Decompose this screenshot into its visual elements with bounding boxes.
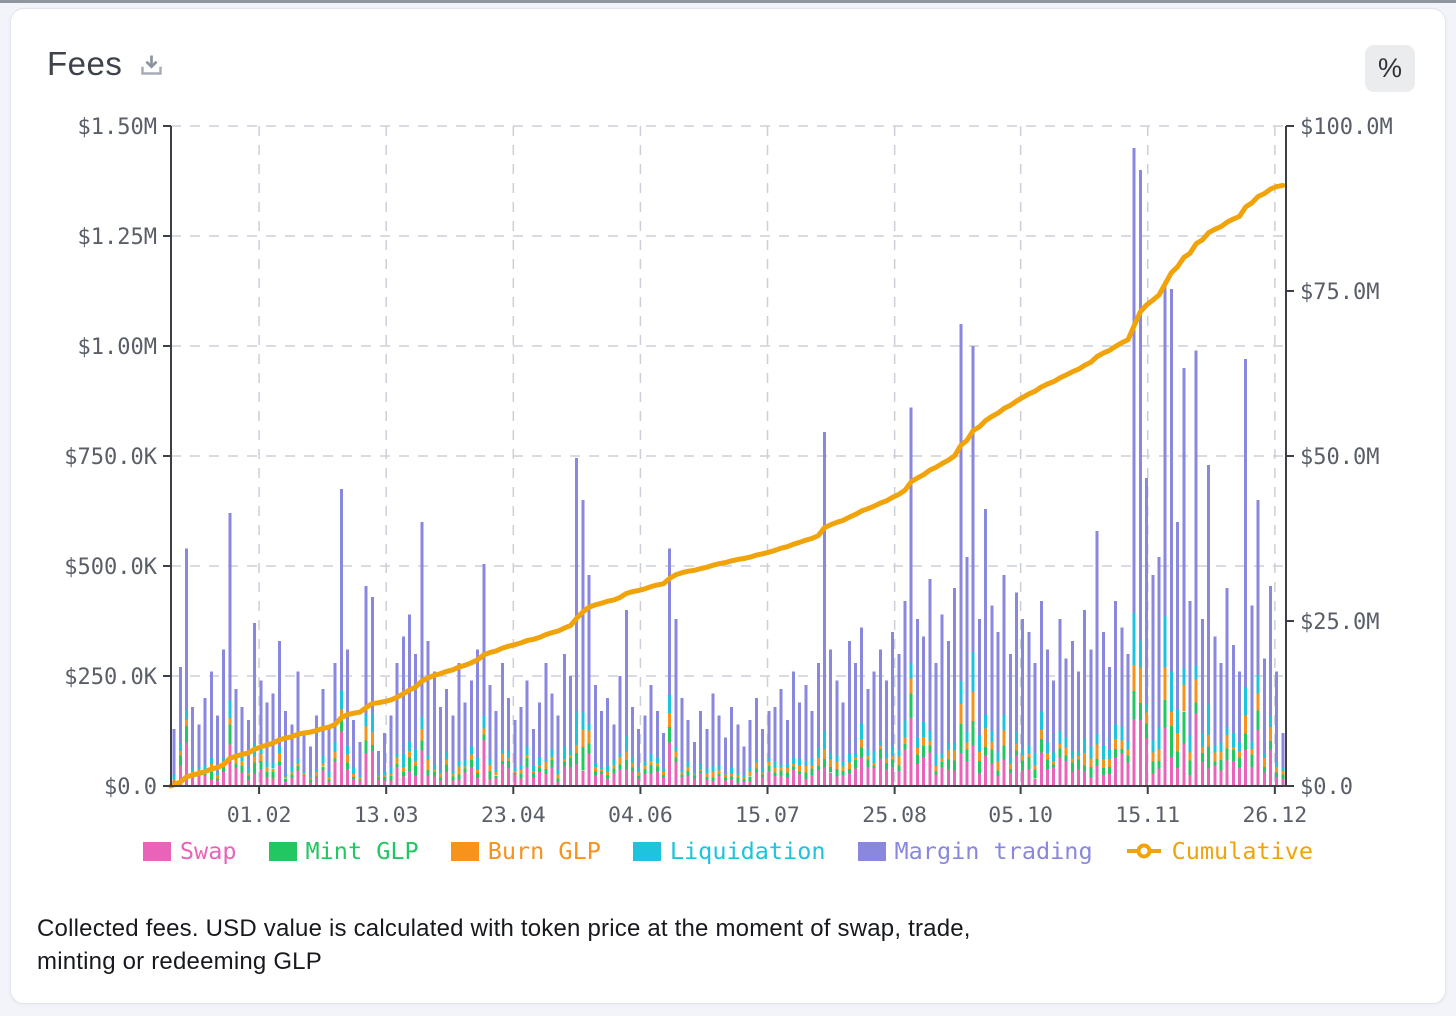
svg-text:$750.0K: $750.0K <box>64 445 157 470</box>
mint-swatch-icon <box>268 841 297 861</box>
svg-text:$1.00M: $1.00M <box>78 335 157 360</box>
svg-text:$1.50M: $1.50M <box>78 115 157 140</box>
page-title: Fees <box>47 45 123 82</box>
legend-label-cumulative: Cumulative <box>1171 837 1314 865</box>
download-csv-button[interactable] <box>138 51 165 78</box>
download-icon <box>141 55 163 75</box>
svg-text:$0.0: $0.0 <box>1300 775 1353 800</box>
chart-legend: Swap Mint GLP Burn GLP Liquidation Margin tr… <box>11 837 1445 865</box>
chart-description: Collected fees. USD value is calculated … <box>37 912 1217 978</box>
svg-text:15.07: 15.07 <box>735 803 800 828</box>
svg-text:13.03: 13.03 <box>354 803 419 828</box>
svg-text:01.02: 01.02 <box>227 803 292 828</box>
svg-text:$50.0M: $50.0M <box>1300 445 1379 470</box>
legend-item-liquidation: Liquidation <box>632 837 826 865</box>
legend-label-burn: Burn GLP <box>487 837 601 865</box>
cumulative-line-icon <box>1126 843 1161 859</box>
legend-item-margin: Margin trading <box>857 837 1093 865</box>
svg-text:$500.0K: $500.0K <box>64 555 157 580</box>
svg-text:$75.0M: $75.0M <box>1300 280 1379 305</box>
svg-text:25.08: 25.08 <box>862 803 927 828</box>
chart-header: Fees <box>47 45 165 83</box>
svg-text:$250.0K: $250.0K <box>64 665 157 690</box>
svg-text:15.11: 15.11 <box>1115 803 1180 828</box>
fees-chart[interactable]: $0.0 $250.0K $500.0K $750.0K $1.00M $1.25M $1.… <box>11 104 1445 844</box>
top-divider <box>0 0 1456 3</box>
percent-toggle-button[interactable]: % <box>1365 45 1415 92</box>
legend-label-swap: Swap <box>179 837 237 865</box>
svg-text:26.12: 26.12 <box>1242 803 1307 828</box>
svg-text:$100.0M: $100.0M <box>1300 115 1393 140</box>
legend-label-liquidation: Liquidation <box>669 837 826 865</box>
svg-text:$25.0M: $25.0M <box>1300 610 1379 635</box>
svg-text:$0.0: $0.0 <box>104 775 157 800</box>
svg-text:$1.25M: $1.25M <box>78 225 157 250</box>
legend-item-burn: Burn GLP <box>450 837 601 865</box>
svg-text:05.10: 05.10 <box>988 803 1053 828</box>
legend-item-cumulative: Cumulative <box>1125 837 1313 865</box>
swap-swatch-icon <box>142 841 171 861</box>
legend-item-mint: Mint GLP <box>268 837 419 865</box>
legend-label-margin: Margin trading <box>894 837 1093 865</box>
chart-description-line1: Collected fees. USD value is calculated … <box>37 915 971 942</box>
chart-description-line2: minting or redeeming GLP <box>37 948 322 975</box>
legend-label-mint: Mint GLP <box>305 837 419 865</box>
liquidation-swatch-icon <box>632 841 661 861</box>
margin-swatch-icon <box>857 841 886 861</box>
svg-text:04.06: 04.06 <box>608 803 673 828</box>
burn-swatch-icon <box>450 841 479 861</box>
fees-panel: Fees % $0.0 $250.0K $500.0K $750.0K $1.00M $1… <box>10 8 1446 1004</box>
legend-item-swap: Swap <box>142 837 237 865</box>
svg-text:23.04: 23.04 <box>481 803 546 828</box>
